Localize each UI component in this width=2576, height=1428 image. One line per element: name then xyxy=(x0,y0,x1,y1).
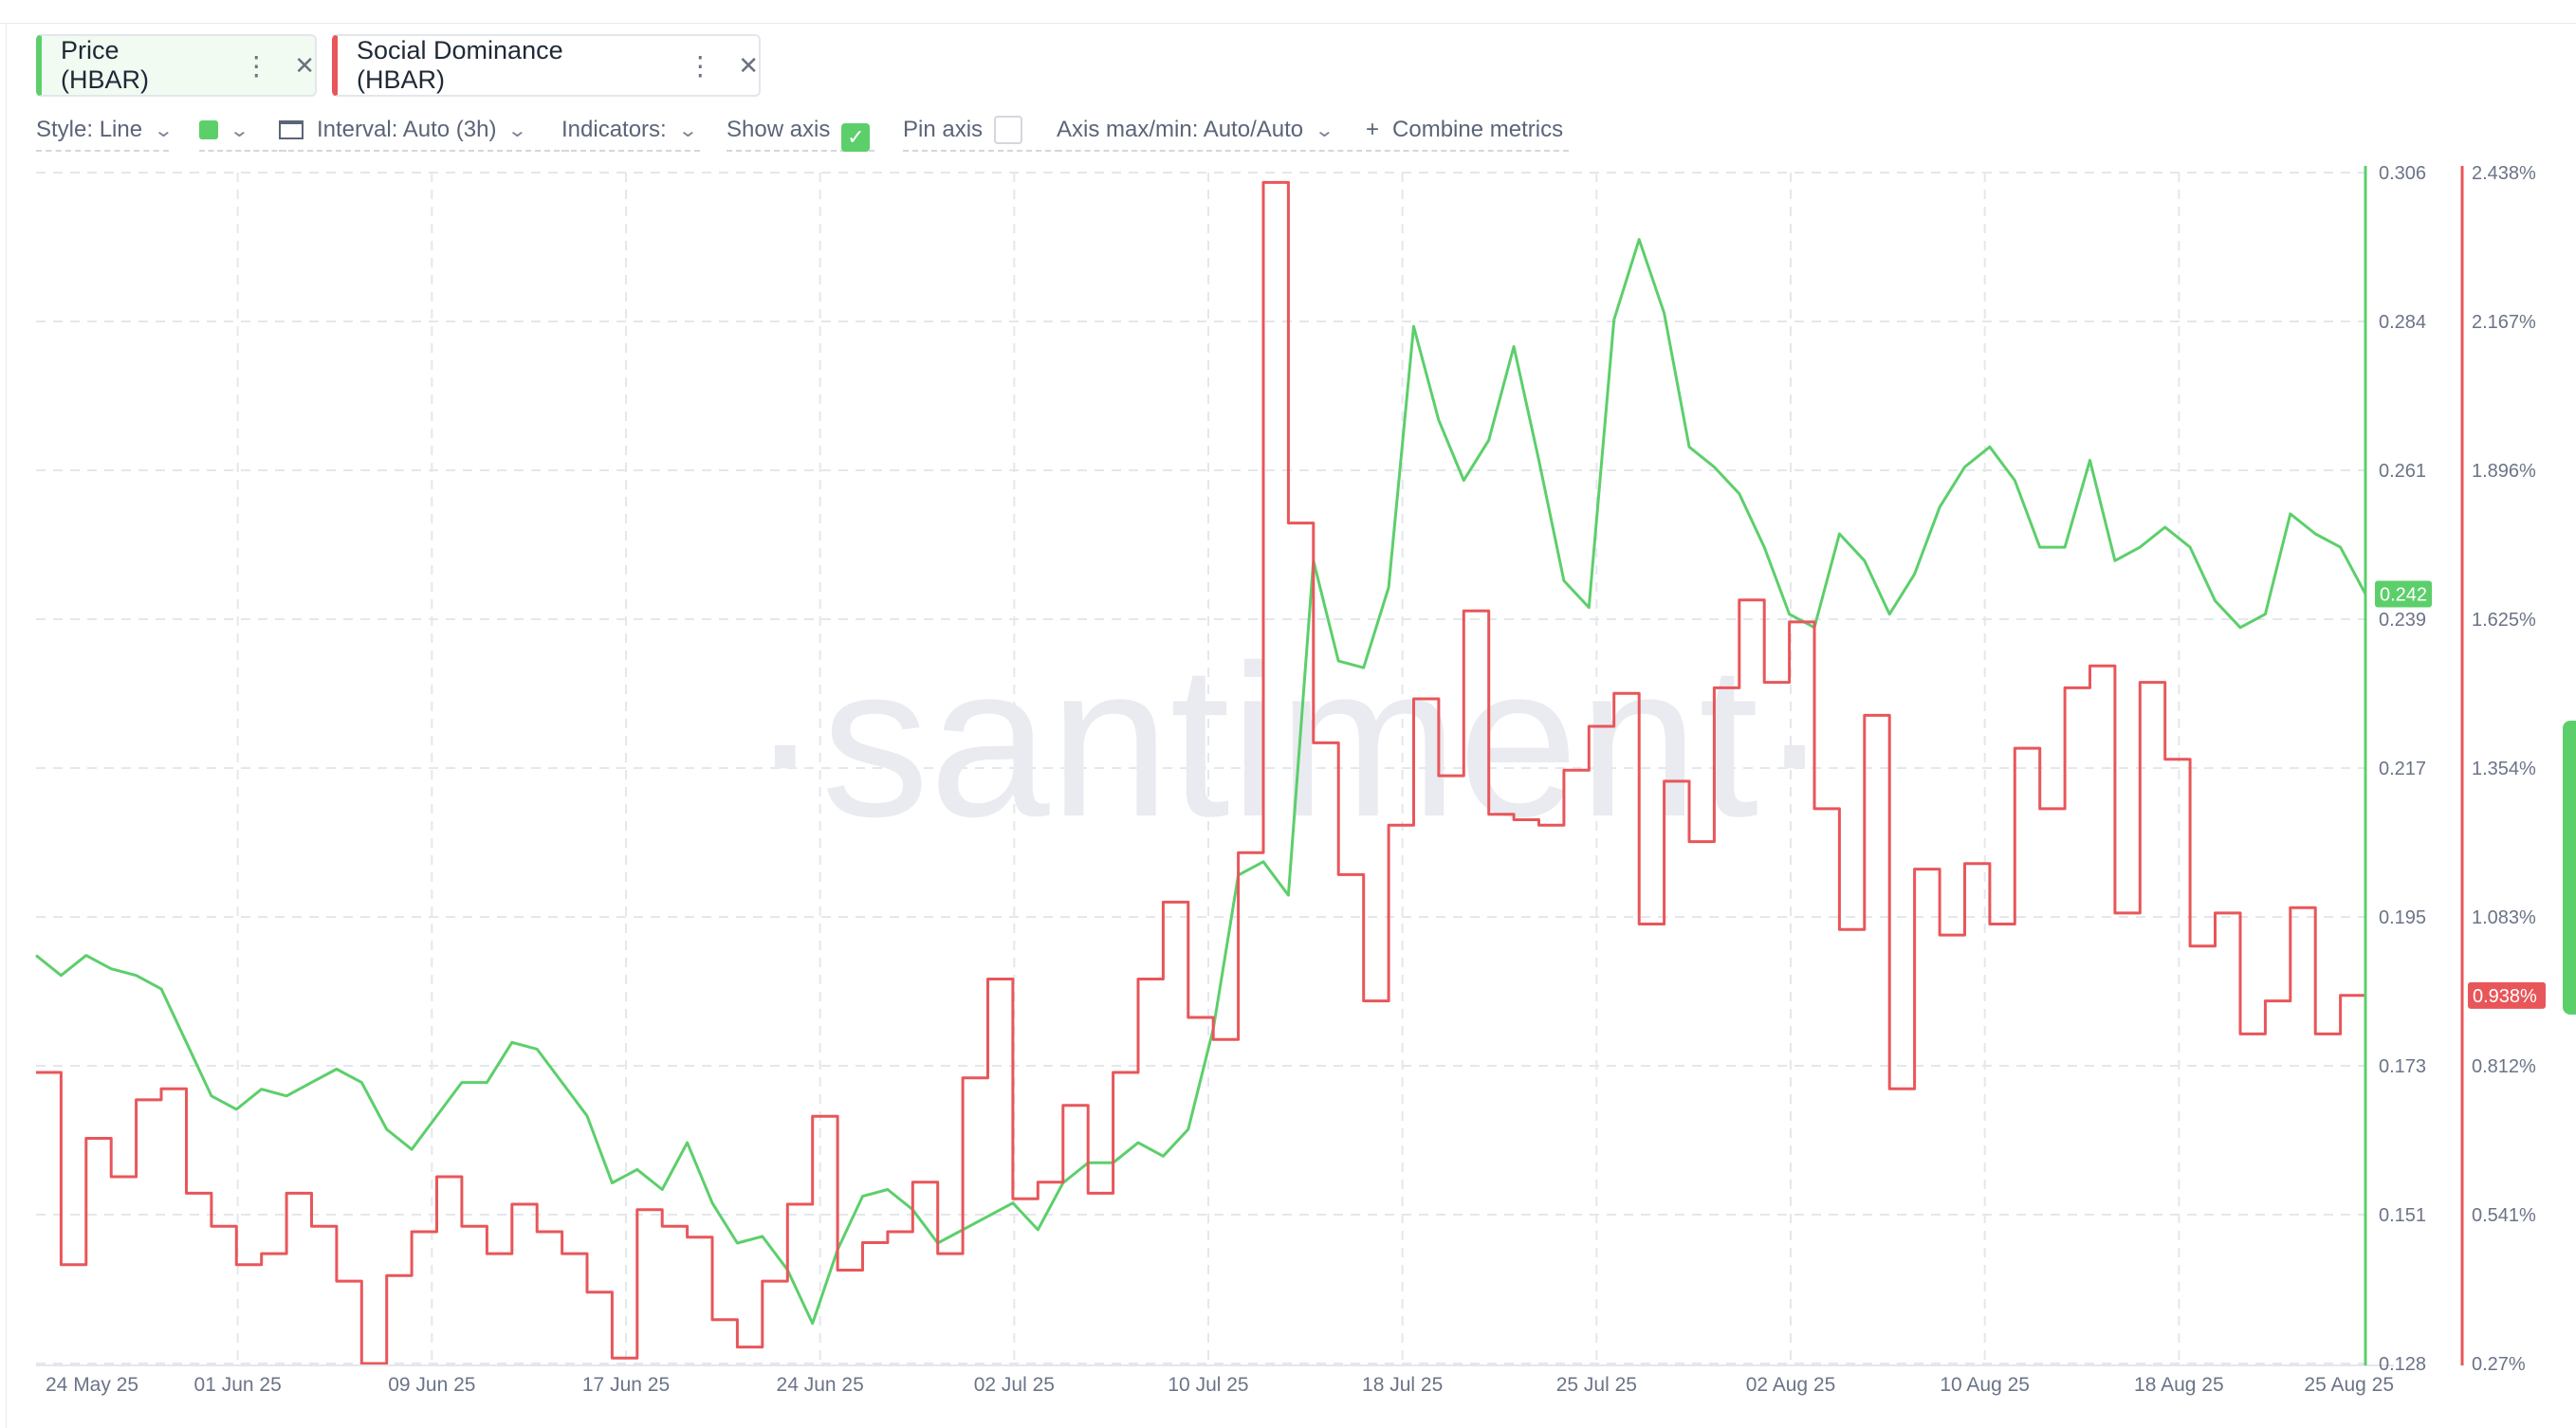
x-tick-label: 24 Jun 25 xyxy=(777,1374,864,1396)
y-tick-label-price: 0.284 xyxy=(2379,312,2426,333)
interval-dropdown[interactable]: Interval: Auto (3h) ⌄ xyxy=(279,114,569,152)
y-tick-label-social-dominance: 1.083% xyxy=(2472,907,2536,928)
close-icon[interactable]: ✕ xyxy=(294,50,315,80)
y-tick-label-price: 0.128 xyxy=(2379,1354,2426,1375)
x-tick-label: 17 Jun 25 xyxy=(582,1374,670,1396)
y-tick-label-social-dominance: 2.167% xyxy=(2472,312,2536,333)
chevron-down-icon: ⌄ xyxy=(506,120,528,141)
series-layer xyxy=(35,180,2367,1365)
axis-minmax-dropdown[interactable]: Axis max/min: Auto/Auto ⌄ xyxy=(1057,114,1371,152)
x-tick-label: 25 Jul 25 xyxy=(1556,1374,1637,1396)
checkbox-unchecked-icon[interactable] xyxy=(994,116,1023,144)
indicators-dropdown[interactable]: Indicators: ⌄ xyxy=(561,114,700,152)
x-tick-label: 10 Jul 25 xyxy=(1168,1374,1248,1396)
current-value-label-price: 0.242 xyxy=(2380,585,2427,606)
y-tick-label-social-dominance: 0.812% xyxy=(2472,1056,2536,1077)
y-tick-label-price: 0.217 xyxy=(2379,759,2426,779)
watermark: ·santiment· xyxy=(749,621,1831,862)
x-tick-label: 24 May 25 xyxy=(46,1374,138,1396)
style-dropdown[interactable]: Style: Line ⌄ xyxy=(36,114,174,152)
grid-lines xyxy=(36,172,2365,1364)
y-tick-label-price: 0.306 xyxy=(2379,163,2426,184)
chevron-down-icon: ⌄ xyxy=(229,120,250,141)
current-value-badge-social-dominance xyxy=(2468,981,2546,1009)
x-tick-label: 09 Jun 25 xyxy=(388,1374,475,1396)
x-tick-label: 18 Jul 25 xyxy=(1362,1374,1443,1396)
checkbox-checked-icon[interactable]: ✓ xyxy=(841,123,871,152)
color-swatch-icon xyxy=(199,120,218,139)
close-icon[interactable]: ✕ xyxy=(738,50,759,80)
indicators-label: Indicators: xyxy=(561,117,667,142)
more-vertical-icon[interactable]: ⋮ xyxy=(687,50,714,81)
show-axis-label: Show axis xyxy=(727,117,831,142)
metric-label-social-dominance: Social Dominance (HBAR) xyxy=(357,36,563,94)
axes: 24 May 25 01 Jun 25 09 Jun 25 17 Jun 25 24 J… xyxy=(36,163,2546,1396)
y-tick-label-price: 0.261 xyxy=(2379,461,2426,482)
y-tick-label-social-dominance: 1.896% xyxy=(2472,461,2536,482)
chevron-down-icon: ⌄ xyxy=(1314,120,1335,141)
y-tick-label-price: 0.151 xyxy=(2379,1205,2426,1226)
pin-axis-label: Pin axis xyxy=(903,117,984,142)
chevron-down-icon: ⌄ xyxy=(153,120,175,141)
x-tick-label: 01 Jun 25 xyxy=(194,1374,282,1396)
x-tick-label: 10 Aug 25 xyxy=(1940,1374,2030,1396)
color-dropdown[interactable]: ⌄ xyxy=(199,114,286,152)
combine-metrics-button[interactable]: + Combine metrics xyxy=(1366,114,1569,152)
axis-minmax-label: Axis max/min: Auto/Auto xyxy=(1057,117,1304,142)
chevron-down-icon: ⌄ xyxy=(677,120,698,141)
x-tick-label: 02 Jul 25 xyxy=(974,1374,1055,1396)
x-tick-label: 18 Aug 25 xyxy=(2134,1374,2224,1396)
style-label: Style: Line xyxy=(36,117,143,142)
y-tick-label-price: 0.195 xyxy=(2379,907,2426,928)
pin-axis-toggle[interactable]: Pin axis xyxy=(903,114,1060,152)
series-line-social-dominance xyxy=(36,180,2365,1365)
interval-label: Interval: Auto (3h) xyxy=(317,117,497,142)
show-axis-toggle[interactable]: Show axis ✓ xyxy=(727,114,874,152)
current-value-label-social-dominance: 0.938% xyxy=(2473,986,2537,1007)
x-tick-label: 25 Aug 25 xyxy=(2304,1374,2394,1396)
metric-chip-social-dominance[interactable]: Social Dominance (HBAR) ⋮ ✕ xyxy=(332,34,761,97)
metric-chip-price[interactable]: Price (HBAR) ⋮ ✕ xyxy=(36,34,317,97)
y-tick-label-price: 0.173 xyxy=(2379,1056,2426,1077)
y-tick-label-social-dominance: 1.354% xyxy=(2472,759,2536,779)
metric-label-price: Price (HBAR) xyxy=(61,36,149,94)
side-panel-tab[interactable] xyxy=(2563,721,2576,1015)
x-tick-label: 02 Aug 25 xyxy=(1746,1374,1836,1396)
more-vertical-icon[interactable]: ⋮ xyxy=(243,50,270,81)
left-border xyxy=(0,23,7,1428)
combine-metrics-label: Combine metrics xyxy=(1392,117,1564,142)
calendar-icon xyxy=(279,120,304,139)
y-tick-label-social-dominance: 1.625% xyxy=(2472,610,2536,631)
current-value-badge-price xyxy=(2375,580,2432,608)
y-tick-label-social-dominance: 0.541% xyxy=(2472,1205,2536,1226)
y-tick-label-social-dominance: 2.438% xyxy=(2472,163,2536,184)
plus-icon: + xyxy=(1366,117,1380,142)
y-tick-label-price: 0.239 xyxy=(2379,610,2426,631)
series-line-price xyxy=(35,238,2367,1326)
top-border xyxy=(0,0,2576,24)
y-tick-label-social-dominance: 0.27% xyxy=(2472,1354,2526,1375)
